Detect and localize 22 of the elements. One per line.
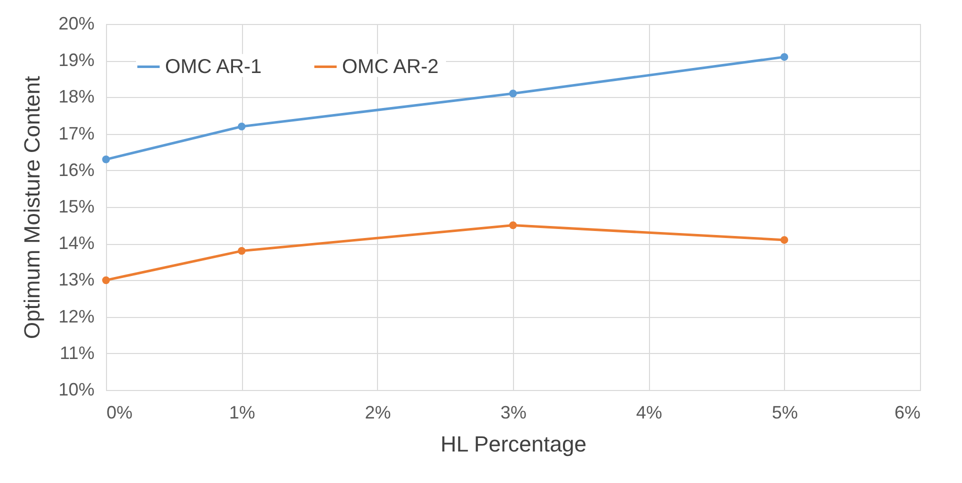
y-tick-label: 20% (58, 14, 94, 34)
x-tick-label: 2% (364, 402, 391, 422)
x-tick-label: 1% (229, 402, 256, 422)
y-axis-title: Optimum Moisture Content (19, 76, 44, 339)
x-tick-label: 0% (106, 402, 133, 422)
y-tick-label: 17% (58, 123, 94, 144)
x-tick-label: 4% (636, 402, 662, 422)
y-tick-label: 16% (58, 160, 94, 180)
y-tick-label: 12% (58, 306, 94, 326)
x-axis-title: HL Percentage (440, 432, 586, 456)
x-tick-label: 3% (500, 402, 527, 422)
y-tick-label: 15% (58, 196, 94, 216)
x-tick-label: 5% (772, 402, 798, 422)
y-tick-label: 11% (60, 342, 94, 363)
y-tick-label: 18% (58, 86, 94, 107)
y-tick-label: 13% (58, 270, 94, 290)
x-tick-label: 6% (894, 402, 920, 422)
y-tick-label: 14% (58, 233, 94, 254)
legend-label: OMC AR-2 (342, 56, 439, 78)
legend-label: OMC AR-1 (165, 56, 262, 78)
y-tick-label: 19% (58, 50, 94, 70)
y-tick-label: 10% (58, 380, 94, 400)
